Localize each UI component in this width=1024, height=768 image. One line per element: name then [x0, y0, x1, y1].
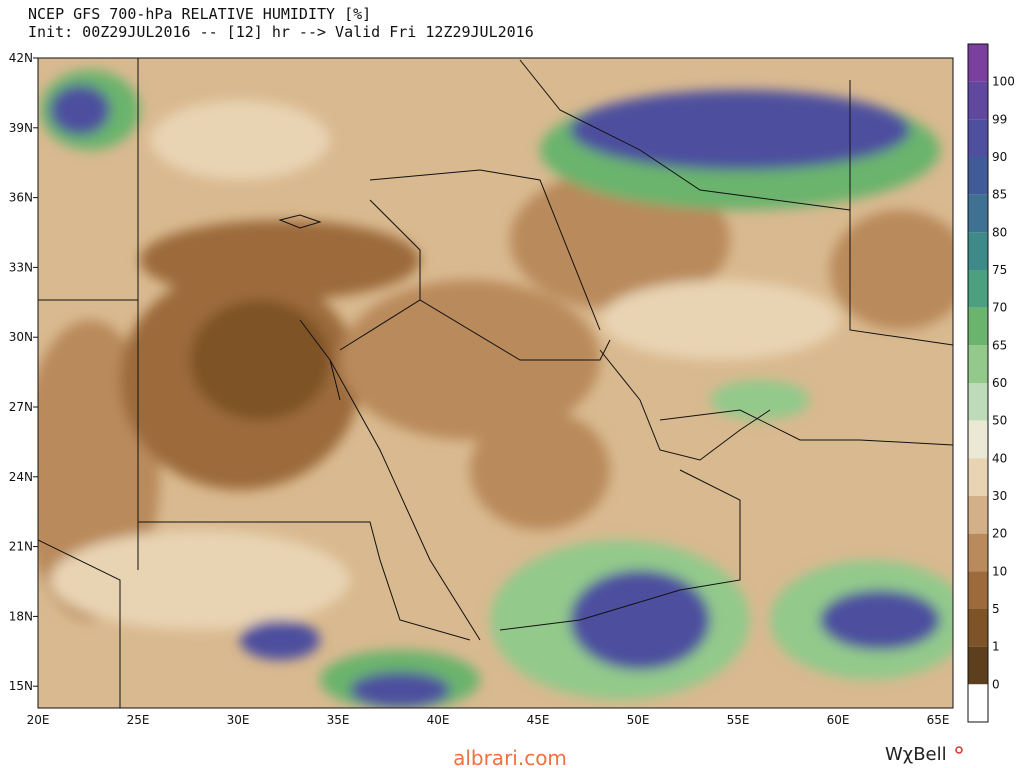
- lon-label: 25E: [127, 713, 150, 727]
- map-frame: [37, 57, 954, 709]
- colorbar-label: 50: [992, 414, 1007, 428]
- lon-label: 35E: [327, 713, 350, 727]
- title: NCEP GFS 700-hPa RELATIVE HUMIDITY [%]: [28, 5, 371, 23]
- lat-label: 21N: [9, 540, 33, 554]
- colorbar-label: 85: [992, 188, 1007, 202]
- colorbar-frame: [967, 43, 989, 723]
- lon-labels: 20E 25E 30E 35E 40E 45E 50E 55E 60E 65E: [27, 713, 950, 727]
- colorbar-swatch: [968, 194, 988, 233]
- lat-label: 30N: [9, 330, 33, 344]
- colorbar-label: 75: [992, 263, 1007, 277]
- colorbar-swatch: [968, 420, 988, 459]
- lat-label: 15N: [9, 679, 33, 693]
- lon-label: 50E: [627, 713, 650, 727]
- colorbar-swatch: [968, 81, 988, 120]
- logo-dot: [955, 746, 963, 754]
- humidity-field: [38, 70, 953, 708]
- lon-label: 40E: [427, 713, 450, 727]
- colorbar-label: 100: [992, 75, 1015, 89]
- colorbar-swatch: [968, 44, 988, 82]
- lon-label: 55E: [727, 713, 750, 727]
- colorbar-swatch: [968, 533, 988, 572]
- subtitle: Init: 00Z29JUL2016 -- [12] hr --> Valid …: [28, 23, 534, 41]
- lon-label: 20E: [27, 713, 50, 727]
- lat-label: 18N: [9, 609, 33, 623]
- colorbar-label: 40: [992, 451, 1007, 465]
- colorbar-label: 10: [992, 564, 1007, 578]
- colorbar-swatch: [968, 119, 988, 157]
- colorbar-label: 1: [992, 640, 1000, 654]
- lon-label: 65E: [927, 713, 950, 727]
- watermark: albrari.com: [453, 746, 567, 768]
- colorbar-label: 30: [992, 489, 1007, 503]
- colorbar-label: 5: [992, 602, 1000, 616]
- lat-labels: 42N 39N 36N 33N 30N 27N 24N 21N 18N 15N: [9, 51, 38, 693]
- colorbar-label: 0: [992, 677, 1000, 691]
- colorbar-label: 70: [992, 301, 1007, 315]
- colorbar-swatch: [968, 232, 988, 270]
- lat-label: 36N: [9, 191, 33, 205]
- colorbar-swatch: [968, 684, 988, 722]
- colorbar-swatch: [968, 270, 988, 308]
- coastlines: [278, 214, 771, 641]
- colorbar-swatch: [968, 345, 988, 383]
- colorbar-swatch: [968, 157, 988, 195]
- colorbar-swatch: [968, 458, 988, 496]
- colorbar-label: 65: [992, 338, 1007, 352]
- lat-label: 27N: [9, 400, 33, 414]
- colorbar-label: 90: [992, 150, 1007, 164]
- colorbar-swatch: [968, 609, 988, 647]
- colorbar-label: 80: [992, 225, 1007, 239]
- lon-label: 30E: [227, 713, 250, 727]
- logo: WχBell: [885, 744, 947, 765]
- colorbar-swatch: [968, 646, 988, 685]
- colorbar-swatch: [968, 571, 988, 609]
- lat-label: 33N: [9, 260, 33, 274]
- colorbar-swatch: [968, 496, 988, 534]
- lat-label: 24N: [9, 470, 33, 484]
- map: [38, 58, 953, 708]
- lon-label: 45E: [527, 713, 550, 727]
- colorbar-label: 99: [992, 112, 1007, 126]
- colorbar-label: 20: [992, 527, 1007, 541]
- lon-label: 60E: [827, 713, 850, 727]
- country-borders: [38, 58, 953, 708]
- colorbar-swatch: [968, 307, 988, 346]
- colorbar-swatch: [968, 383, 988, 421]
- lat-label: 39N: [9, 121, 33, 135]
- lat-label: 42N: [9, 51, 33, 65]
- colorbar-label: 60: [992, 376, 1007, 390]
